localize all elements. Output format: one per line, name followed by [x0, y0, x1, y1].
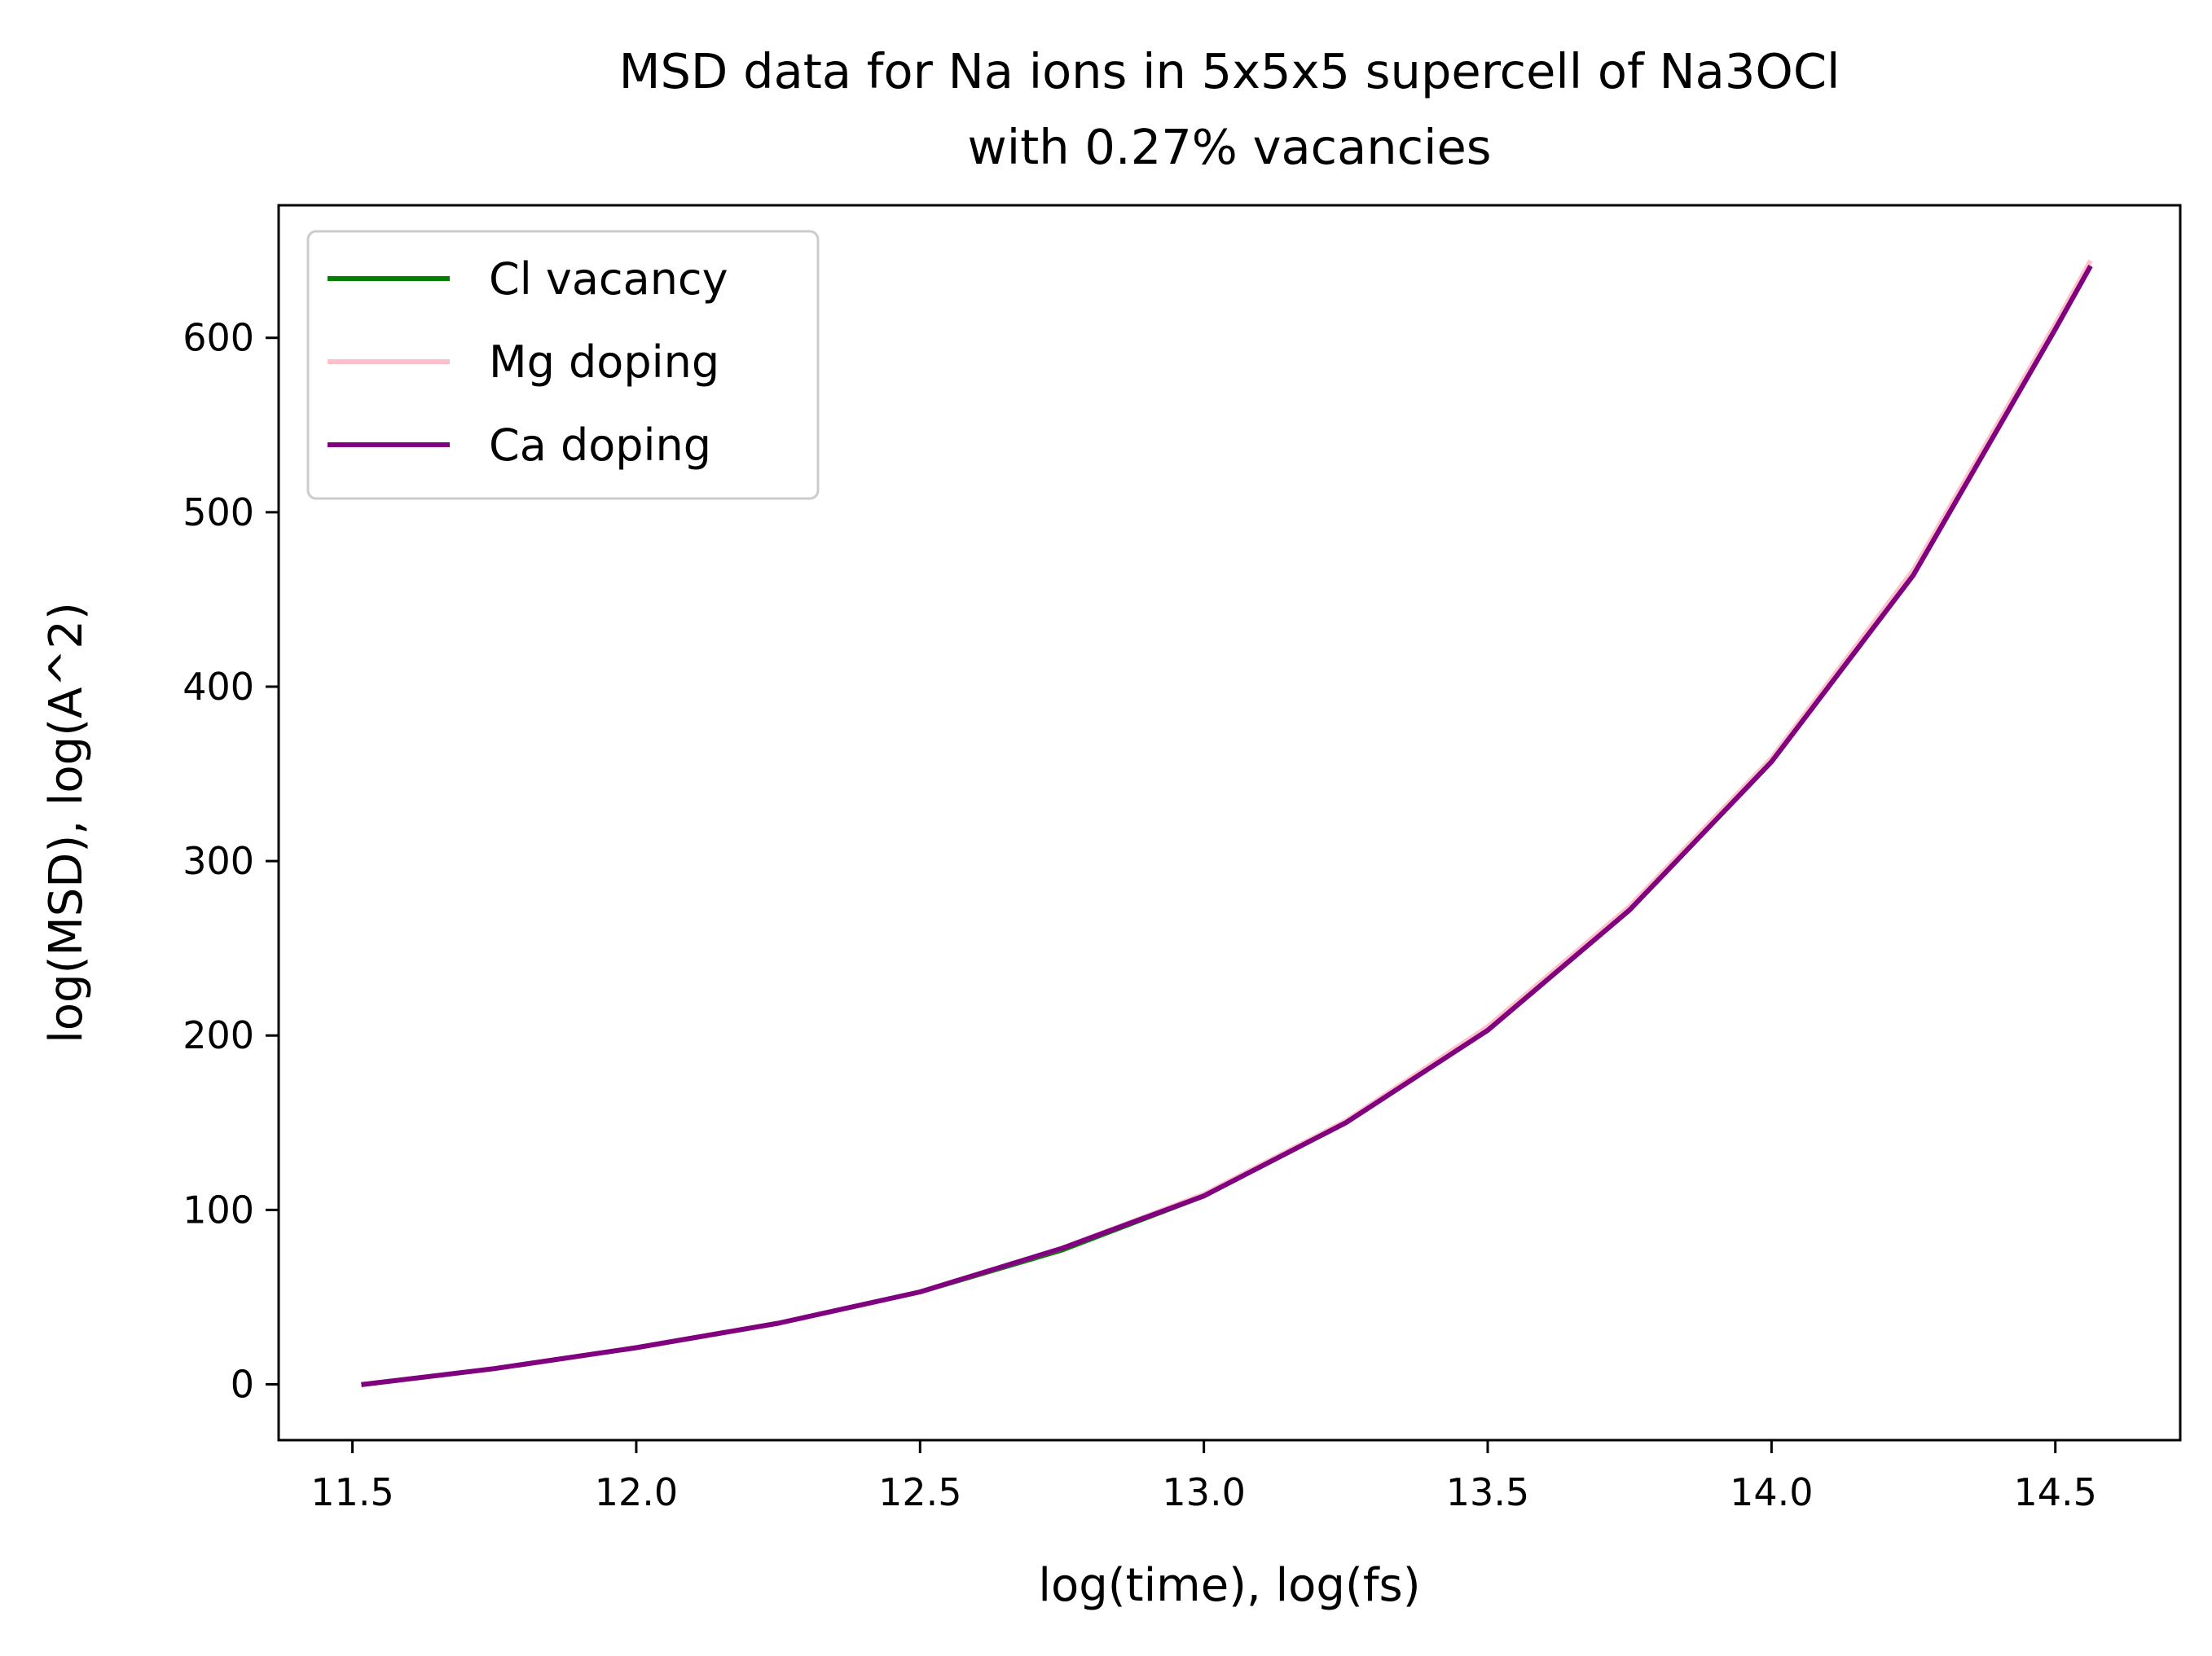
x-tick-label: 12.5 — [878, 1470, 961, 1514]
legend-label-cl-vacancy: Cl vacancy — [489, 253, 728, 305]
series-layer — [361, 259, 2093, 1387]
x-axis-label: log(time), log(fs) — [1038, 1559, 1420, 1612]
legend-label-ca-doping: Ca doping — [489, 419, 711, 471]
x-tick-label: 12.0 — [595, 1470, 678, 1514]
x-tick-label: 11.5 — [310, 1470, 394, 1514]
x-axis: 11.5 12.0 12.5 13.0 13.5 14.0 14.5 — [310, 1440, 2097, 1514]
y-tick-label: 600 — [183, 316, 254, 360]
x-tick-label: 14.5 — [2014, 1470, 2097, 1514]
y-tick-label: 0 — [231, 1362, 254, 1406]
y-tick-label: 500 — [183, 490, 254, 534]
y-axis: 0 100 200 300 400 500 600 — [183, 316, 279, 1406]
y-axis-label: log(MSD), log(A^2) — [40, 602, 93, 1043]
x-tick-label: 13.5 — [1446, 1470, 1529, 1514]
y-tick-label: 300 — [183, 839, 254, 883]
y-tick-label: 200 — [183, 1013, 254, 1057]
plot-frame — [277, 204, 2182, 1442]
legend-box — [306, 230, 820, 500]
legend-label-mg-doping: Mg doping — [489, 336, 719, 388]
y-tick-label: 400 — [183, 665, 254, 709]
y-tick-label: 100 — [183, 1188, 254, 1232]
plot-area — [277, 204, 2182, 1442]
series-line-ca-doping — [361, 265, 2093, 1387]
legend: Cl vacancy Mg doping Ca doping — [306, 230, 820, 500]
x-tick-label: 14.0 — [1730, 1470, 1813, 1514]
x-tick-label: 13.0 — [1162, 1470, 1245, 1514]
chart-title-line-1: MSD data for Na ions in 5x5x5 supercell … — [619, 43, 1840, 99]
chart-title-line-2: with 0.27% vacancies — [967, 119, 1491, 175]
